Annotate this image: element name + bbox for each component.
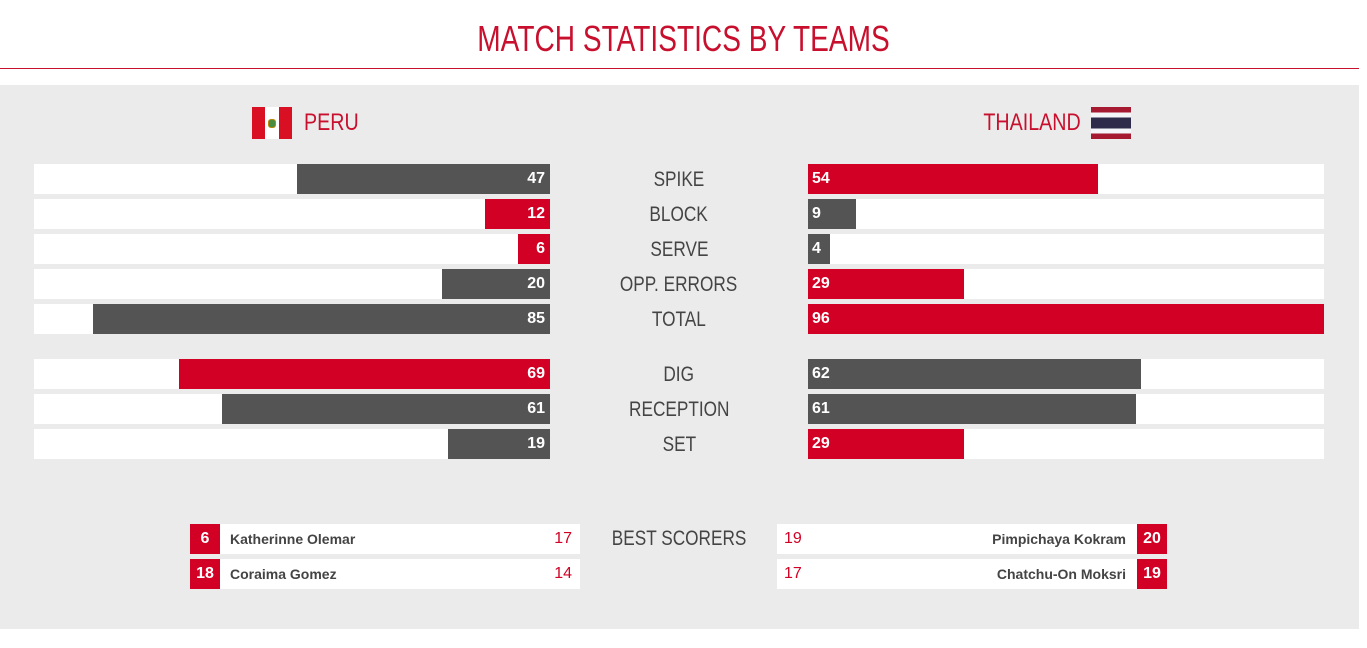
stat-row: 19 SET 29	[34, 429, 1324, 459]
stat-value-left: 12	[527, 205, 545, 222]
stat-bar-track-left: 6	[34, 234, 550, 264]
stat-bar-track-right: 54	[808, 164, 1324, 194]
stat-bar-track-left: 47	[34, 164, 550, 194]
stat-bar-track-left: 61	[34, 394, 550, 424]
stat-label: SERVE	[649, 238, 709, 261]
stat-bar-track-left: 20	[34, 269, 550, 299]
stat-bar-left: 61	[222, 394, 550, 424]
stat-value-left: 6	[536, 240, 545, 257]
stat-value-left: 47	[527, 170, 545, 187]
stat-bar-left: 69	[179, 359, 550, 389]
stat-bar-right: 61	[808, 394, 1136, 424]
page-title: MATCH STATISTICS BY TEAMS	[477, 18, 890, 59]
scorer-rank: 20	[1137, 524, 1167, 554]
stat-label: DIG	[663, 363, 695, 386]
scorer-name: Pimpichaya Kokram	[992, 531, 1126, 547]
stat-bar-left: 12	[485, 199, 550, 229]
thailand-flag-icon	[1091, 107, 1131, 139]
stat-bar-left: 6	[518, 234, 550, 264]
best-scorers-label: BEST SCORERS	[611, 527, 747, 550]
scorer-points: 14	[554, 565, 572, 582]
stat-bar-track-left: 85	[34, 304, 550, 334]
stat-label: OPP. ERRORS	[620, 273, 738, 296]
stat-value-right: 62	[812, 365, 830, 382]
stat-bar-track-right: 9	[808, 199, 1324, 229]
stat-bar-track-left: 19	[34, 429, 550, 459]
stat-bar-track-right: 61	[808, 394, 1324, 424]
stat-bar-left: 19	[448, 429, 550, 459]
title-divider	[0, 68, 1359, 69]
stat-bar-track-right: 4	[808, 234, 1324, 264]
stat-row: 6 SERVE 4	[34, 234, 1324, 264]
stat-value-right: 29	[812, 435, 830, 452]
team-right-name: THAILAND	[983, 109, 1081, 136]
stat-bar-track-left: 12	[34, 199, 550, 229]
stat-bar-right: 9	[808, 199, 856, 229]
stat-bar-right: 29	[808, 269, 964, 299]
scorer-rank: 19	[1137, 559, 1167, 589]
stat-row: 20 OPP. ERRORS 29	[34, 269, 1324, 299]
stat-bar-right: 62	[808, 359, 1141, 389]
stat-bar-track-left: 69	[34, 359, 550, 389]
stat-value-right: 4	[812, 240, 821, 257]
stat-bar-track-right: 96	[808, 304, 1324, 334]
team-left-header: PERU	[252, 106, 371, 140]
stat-value-right: 96	[812, 310, 830, 327]
stat-bar-track-right: 29	[808, 269, 1324, 299]
stat-value-left: 69	[527, 365, 545, 382]
stat-value-right: 54	[812, 170, 830, 187]
stat-row: 85 TOTAL 96	[34, 304, 1324, 334]
peru-flag-icon	[252, 107, 292, 139]
stat-value-left: 20	[527, 275, 545, 292]
stat-bar-left: 47	[297, 164, 550, 194]
team-right-header: THAILAND	[962, 106, 1131, 140]
stat-value-left: 19	[527, 435, 545, 452]
stat-bar-right: 96	[808, 304, 1324, 334]
stat-bar-left: 20	[442, 269, 550, 299]
stat-bar-right: 54	[808, 164, 1098, 194]
scorer-rank: 6	[190, 524, 220, 554]
stat-label: SPIKE	[653, 168, 705, 191]
scorer-points: 19	[784, 530, 802, 547]
scorer-points: 17	[554, 530, 572, 547]
team-left-name: PERU	[304, 109, 359, 136]
scorer-points: 17	[784, 565, 802, 582]
stat-bar-right: 4	[808, 234, 830, 264]
stat-row: 61 RECEPTION 61	[34, 394, 1324, 424]
stat-bar-left: 85	[93, 304, 550, 334]
stat-value-right: 9	[812, 205, 821, 222]
scorer-name: Chatchu-On Moksri	[996, 566, 1126, 582]
scorer-rank: 18	[190, 559, 220, 589]
stat-value-right: 61	[812, 400, 830, 417]
scorer-name: Katherinne Olemar	[230, 531, 356, 547]
stat-row: 47 SPIKE 54	[34, 164, 1324, 194]
stat-value-left: 85	[527, 310, 545, 327]
stat-value-right: 29	[812, 275, 830, 292]
stat-label: TOTAL	[652, 308, 706, 331]
stat-label: RECEPTION	[628, 398, 730, 421]
stat-row: 12 BLOCK 9	[34, 199, 1324, 229]
scorer-name: Coraima Gomez	[230, 566, 337, 582]
stat-row: 69 DIG 62	[34, 359, 1324, 389]
stat-bar-right: 29	[808, 429, 964, 459]
stat-bar-track-right: 62	[808, 359, 1324, 389]
stat-bar-track-right: 29	[808, 429, 1324, 459]
stat-value-left: 61	[527, 400, 545, 417]
stat-label: SET	[662, 433, 696, 456]
stat-label: BLOCK	[649, 203, 709, 226]
